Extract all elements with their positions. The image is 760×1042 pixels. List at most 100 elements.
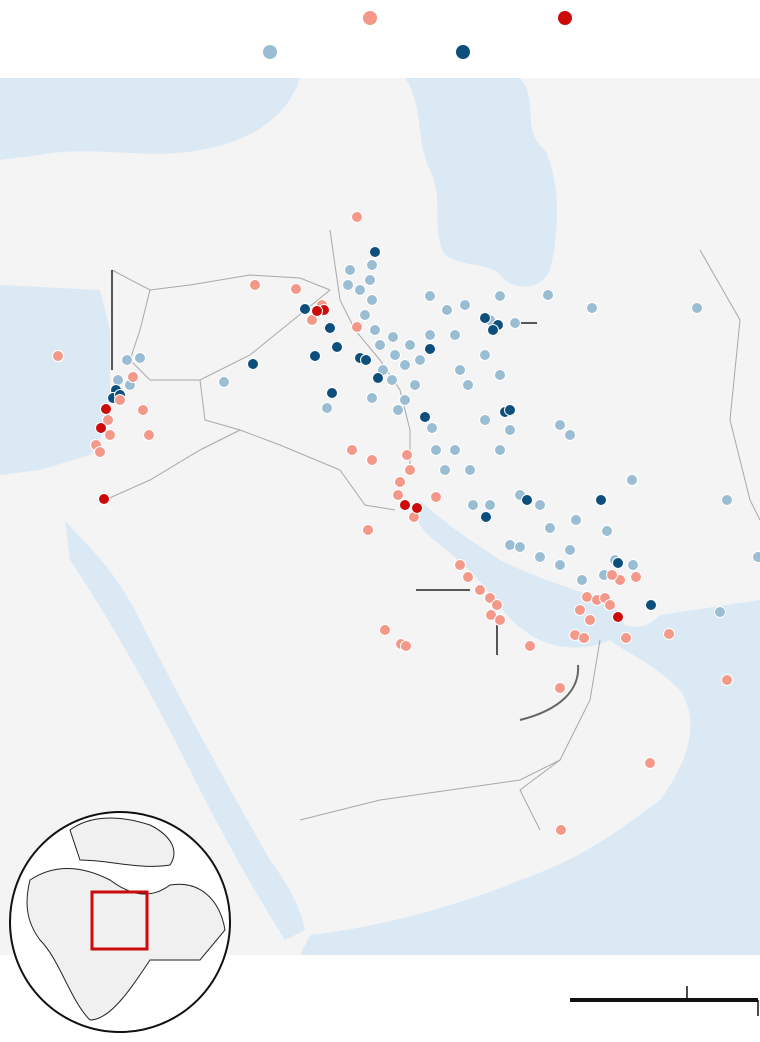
strike-point [399,394,411,406]
strike-point [479,349,491,361]
strike-point [430,444,442,456]
strike-point [454,559,466,571]
strike-point [426,422,438,434]
strike-point [484,499,496,511]
strike-point [464,464,476,476]
strike-point [554,419,566,431]
strike-point [663,628,675,640]
strike-point [404,464,416,476]
mediterranean [0,285,110,475]
strike-point [504,539,516,551]
strike-point [612,557,624,569]
legend-swatch [263,45,277,59]
strike-point [399,359,411,371]
scale-bar [570,986,759,1016]
strike-point [544,522,556,534]
strike-point [249,279,261,291]
legend [263,11,572,59]
strike-point [354,284,366,296]
strike-point [351,211,363,223]
strike-point [612,611,624,623]
strike-point [504,404,516,416]
strike-point [494,614,506,626]
strike-point [424,329,436,341]
strike-point [374,339,386,351]
strike-point [52,350,64,362]
strike-point [143,429,155,441]
strike-point [480,511,492,523]
strike-point [644,757,656,769]
strike-point [645,599,657,611]
strike-point [360,354,372,366]
strike-point [449,329,461,341]
strike-point [364,274,376,286]
legend-swatch [363,11,377,25]
strike-point [521,494,533,506]
strike-point [218,376,230,388]
strike-point [449,444,461,456]
border [329,229,411,470]
strike-point [392,404,404,416]
strike-point [389,349,401,361]
strike-point [127,371,139,383]
strike-point [721,494,733,506]
strike-point [400,640,412,652]
legend-swatch [456,45,470,59]
strike-point [366,294,378,306]
strike-point [137,404,149,416]
annotation-arc [519,664,580,721]
strike-point [574,604,586,616]
strike-point [351,321,363,333]
strike-point [414,354,426,366]
strike-point [112,374,124,386]
strike-point [409,379,421,391]
europe [69,817,175,867]
strike-point [346,444,358,456]
strike-point [570,514,582,526]
strike-point [100,403,112,415]
strike-point [491,599,503,611]
strike-point [372,372,384,384]
strike-point [494,290,506,302]
strike-point [399,499,411,511]
basemap [0,78,760,955]
strike-point [419,411,431,423]
strike-point [359,309,371,321]
strike-point [542,289,554,301]
strike-point [630,571,642,583]
strike-point [321,402,333,414]
black-sea [0,78,300,160]
strike-point [369,324,381,336]
strike-point [524,640,536,652]
strike-point [411,502,423,514]
legend-swatch [558,11,572,25]
caspian-sea [405,78,557,287]
strike-point [576,574,588,586]
strike-point [494,369,506,381]
strike-point [752,551,760,563]
strike-point [604,599,616,611]
strike-point [98,493,110,505]
strike-point [424,290,436,302]
strike-point [94,446,106,458]
strike-point [691,302,703,314]
strike-point [627,559,639,571]
strike-point [309,350,321,362]
strike-point [366,259,378,271]
strike-point [479,414,491,426]
strike-point [387,331,399,343]
strike-point [601,525,613,537]
strike-point [324,322,336,334]
strike-point [479,312,491,324]
strike-point [462,571,474,583]
strike-point [514,541,526,553]
land [0,78,760,955]
strike-point [404,339,416,351]
strike-point [95,422,107,434]
strike-point [714,606,726,618]
strike-point [564,429,576,441]
strike-point [439,464,451,476]
strike-point [554,559,566,571]
strike-point [484,592,496,604]
